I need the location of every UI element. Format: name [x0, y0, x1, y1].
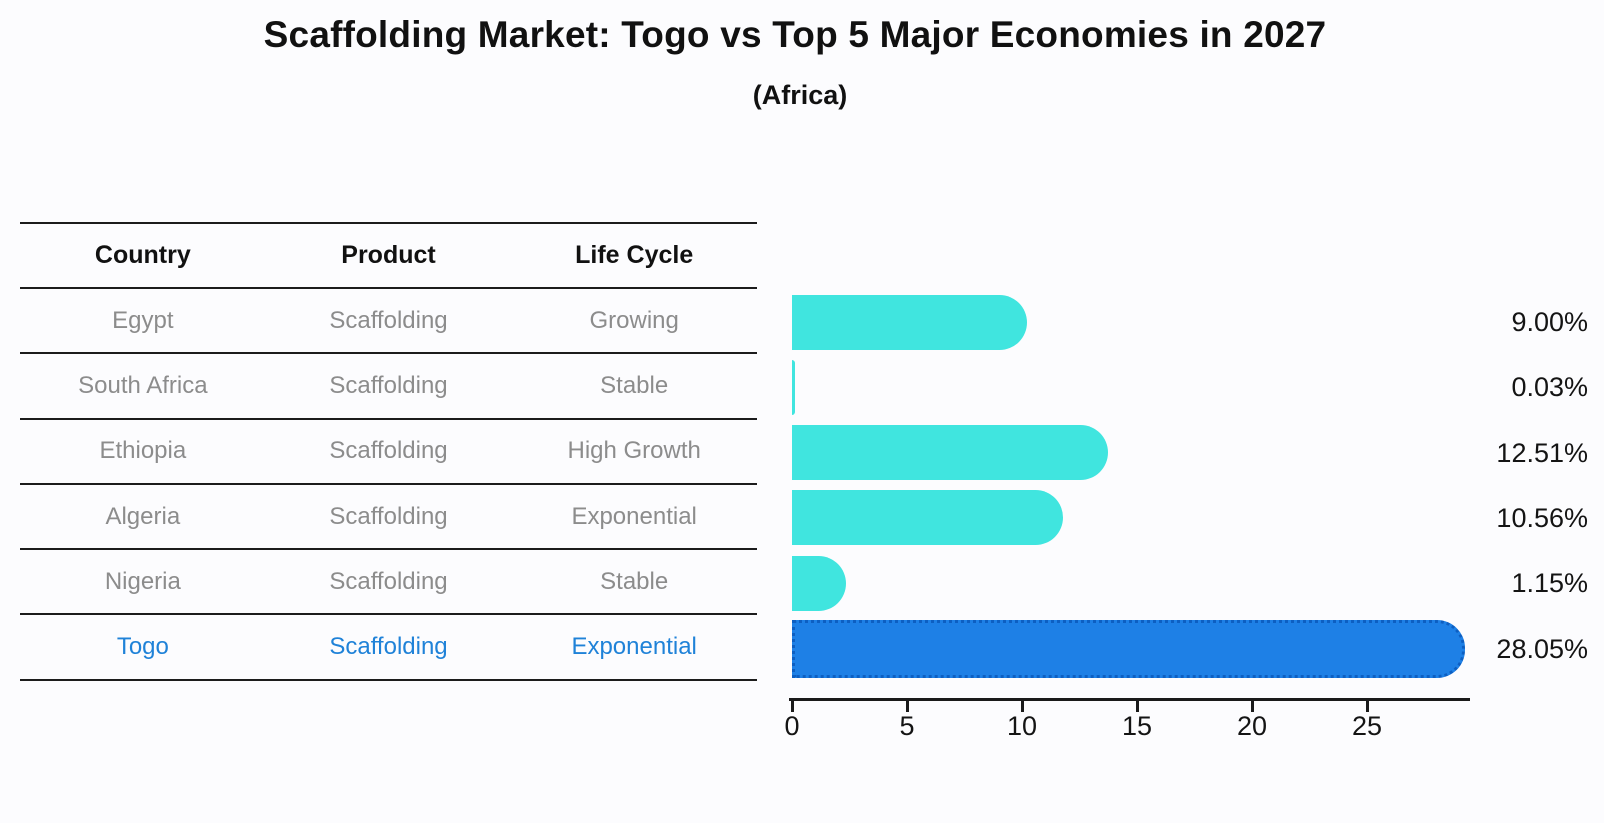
- x-axis-tick-5: [905, 701, 909, 712]
- table-row-nigeria: Nigeria Scaffolding Stable: [20, 550, 757, 616]
- cell-product: Scaffolding: [329, 502, 448, 530]
- page-title: Scaffolding Market: Togo vs Top 5 Major …: [263, 14, 1327, 55]
- x-axis-tick-0: [790, 701, 794, 712]
- cell-life-cycle: Stable: [600, 371, 669, 399]
- bar-ethiopia: [792, 425, 1108, 481]
- x-axis-tick-20: [1250, 701, 1254, 712]
- x-axis-tick-label-25: 25: [1351, 711, 1383, 741]
- cell-product: Scaffolding: [329, 306, 448, 334]
- cell-country: South Africa: [78, 371, 208, 399]
- cell-country: Egypt: [112, 306, 174, 334]
- x-axis-tick-label-0: 0: [784, 711, 800, 741]
- data-table: Country Product Life Cycle Egypt Scaffol…: [20, 222, 757, 681]
- x-axis-tick-25: [1365, 701, 1369, 712]
- value-label-ethiopia: 12.51%: [1496, 437, 1588, 468]
- cell-product: Scaffolding: [329, 371, 448, 399]
- value-label-egypt: 9.00%: [1511, 307, 1588, 337]
- header-cell-country: Country: [94, 241, 191, 269]
- x-axis-tick-label-15: 15: [1121, 711, 1153, 741]
- value-label-south-africa: 0.03%: [1511, 372, 1588, 403]
- cell-country: Algeria: [105, 502, 181, 530]
- cell-life-cycle: Growing: [589, 306, 679, 334]
- cell-product: Scaffolding: [329, 437, 448, 465]
- x-axis-tick-15: [1135, 701, 1139, 712]
- x-axis-tick-10: [1020, 701, 1024, 712]
- table-header-row: Country Product Life Cycle: [20, 222, 757, 289]
- cell-product: Scaffolding: [329, 633, 448, 661]
- bar-egypt: [792, 294, 1027, 350]
- table-row-algeria: Algeria Scaffolding Exponential: [20, 485, 757, 551]
- x-axis-tick-label-20: 20: [1236, 711, 1268, 741]
- table-row-south-africa: South Africa Scaffolding Stable: [20, 354, 757, 420]
- x-axis-line: [789, 698, 1470, 701]
- cell-life-cycle: Exponential: [571, 633, 697, 661]
- cell-life-cycle: High Growth: [567, 437, 701, 465]
- table-row-ethiopia: Ethiopia Scaffolding High Growth: [20, 420, 757, 485]
- cell-country: Nigeria: [104, 567, 181, 595]
- cell-country: Togo: [116, 633, 169, 661]
- bar-togo: [792, 619, 1466, 678]
- header-cell-life-cycle: Life Cycle: [575, 241, 694, 269]
- x-axis-tick-label-10: 10: [1006, 711, 1038, 741]
- bar-nigeria: [792, 555, 847, 611]
- cell-life-cycle: Stable: [600, 567, 669, 595]
- table-row-togo: Togo Scaffolding Exponential: [20, 615, 757, 681]
- x-axis-tick-label-5: 5: [899, 711, 915, 741]
- bar-south-africa: [792, 359, 795, 415]
- value-label-algeria: 10.56%: [1496, 502, 1588, 533]
- cell-product: Scaffolding: [329, 567, 448, 595]
- table-body: Egypt Scaffolding Growing South Africa S…: [20, 289, 757, 681]
- page-subtitle: (Africa): [752, 80, 848, 110]
- cell-life-cycle: Exponential: [571, 502, 697, 530]
- cell-country: Ethiopia: [99, 437, 187, 465]
- value-label-nigeria: 1.15%: [1511, 568, 1588, 599]
- table-row-egypt: Egypt Scaffolding Growing: [20, 289, 757, 355]
- header-cell-product: Product: [341, 241, 436, 269]
- bar-algeria: [792, 490, 1063, 546]
- value-label-togo: 28.05%: [1496, 633, 1588, 664]
